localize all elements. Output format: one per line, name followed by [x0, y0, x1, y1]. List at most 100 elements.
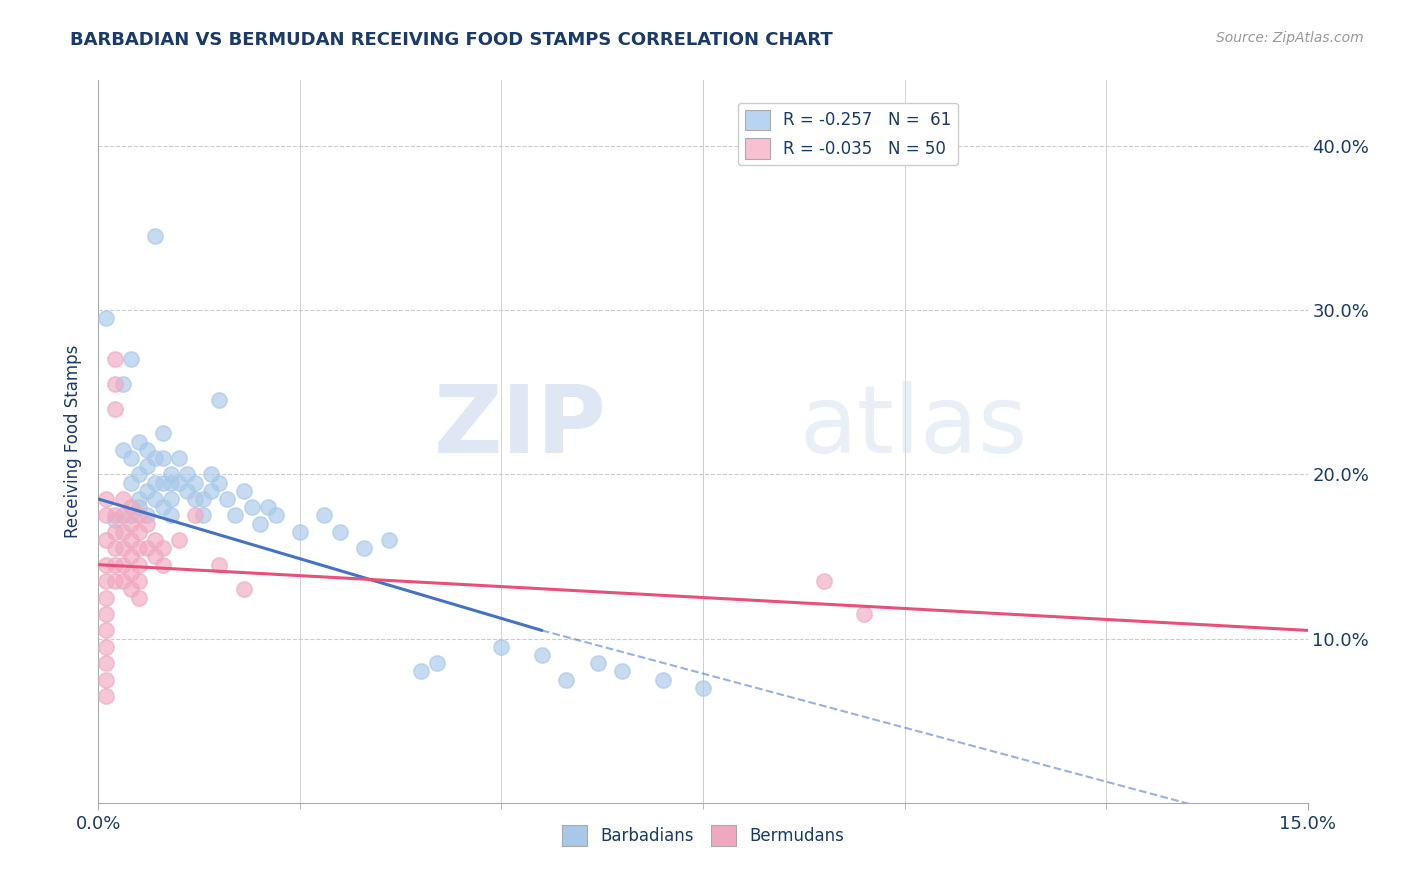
Point: [128, 524, 150, 539]
Point: [103, 352, 125, 367]
Point: [96, 624, 118, 638]
Point: [111, 508, 134, 523]
Point: [120, 450, 142, 465]
Point: [224, 508, 246, 523]
Point: [135, 508, 157, 523]
Point: [208, 393, 231, 408]
Point: [135, 516, 157, 531]
Point: [96, 533, 118, 547]
Point: [152, 475, 174, 490]
Point: [120, 475, 142, 490]
Point: [143, 475, 166, 490]
Point: [377, 533, 399, 547]
Point: [128, 541, 150, 556]
Point: [555, 673, 578, 687]
Point: [256, 500, 278, 515]
Point: [135, 483, 157, 498]
Point: [128, 491, 150, 506]
Point: [120, 549, 142, 564]
Point: [135, 541, 157, 556]
Point: [249, 516, 271, 531]
Point: [232, 483, 254, 498]
Point: [426, 657, 449, 671]
Point: [160, 508, 183, 523]
Point: [96, 591, 118, 605]
Point: [103, 524, 125, 539]
Point: [651, 673, 673, 687]
Point: [128, 591, 150, 605]
Point: [128, 434, 150, 449]
Point: [160, 475, 183, 490]
Point: [184, 491, 207, 506]
Point: [120, 516, 142, 531]
Point: [96, 673, 118, 687]
Point: [167, 533, 190, 547]
Point: [120, 566, 142, 580]
Point: [96, 311, 118, 326]
Point: [152, 500, 174, 515]
Point: [692, 681, 714, 695]
Point: [103, 401, 125, 416]
Point: [288, 524, 311, 539]
Point: [409, 665, 432, 679]
Point: [111, 524, 134, 539]
Point: [120, 500, 142, 515]
Point: [314, 508, 336, 523]
Point: [128, 558, 150, 572]
Point: [184, 475, 207, 490]
Point: [96, 491, 118, 506]
Point: [152, 426, 174, 441]
Point: [152, 558, 174, 572]
Point: [103, 377, 125, 392]
Point: [217, 491, 239, 506]
Point: [167, 450, 190, 465]
Point: [96, 508, 118, 523]
Point: [143, 549, 166, 564]
Point: [491, 640, 513, 654]
Point: [103, 558, 125, 572]
Text: atlas: atlas: [800, 381, 1028, 473]
Point: [530, 648, 553, 662]
Point: [96, 689, 118, 703]
Point: [193, 491, 215, 506]
Y-axis label: Receiving Food Stamps: Receiving Food Stamps: [65, 345, 83, 538]
Point: [176, 483, 198, 498]
Point: [193, 508, 215, 523]
Text: ZIP: ZIP: [433, 381, 606, 473]
Point: [329, 524, 352, 539]
Point: [96, 657, 118, 671]
Point: [120, 508, 142, 523]
Legend: Barbadians, Bermudans: Barbadians, Bermudans: [555, 819, 851, 852]
Point: [96, 558, 118, 572]
Point: [853, 607, 876, 621]
Point: [96, 607, 118, 621]
Point: [240, 500, 263, 515]
Point: [143, 450, 166, 465]
Point: [103, 508, 125, 523]
Point: [120, 533, 142, 547]
Point: [128, 574, 150, 588]
Point: [120, 582, 142, 597]
Point: [96, 574, 118, 588]
Point: [111, 558, 134, 572]
Point: [111, 491, 134, 506]
Text: BARBADIAN VS BERMUDAN RECEIVING FOOD STAMPS CORRELATION CHART: BARBADIAN VS BERMUDAN RECEIVING FOOD STA…: [70, 31, 832, 49]
Point: [176, 467, 198, 482]
Point: [208, 558, 231, 572]
Point: [103, 574, 125, 588]
Point: [586, 657, 609, 671]
Point: [96, 640, 118, 654]
Text: Source: ZipAtlas.com: Source: ZipAtlas.com: [1216, 31, 1364, 45]
Point: [128, 508, 150, 523]
Point: [167, 475, 190, 490]
Point: [200, 483, 222, 498]
Point: [813, 574, 835, 588]
Point: [111, 541, 134, 556]
Point: [184, 508, 207, 523]
Point: [135, 459, 157, 474]
Point: [143, 491, 166, 506]
Point: [128, 500, 150, 515]
Point: [152, 541, 174, 556]
Point: [111, 377, 134, 392]
Point: [612, 665, 634, 679]
